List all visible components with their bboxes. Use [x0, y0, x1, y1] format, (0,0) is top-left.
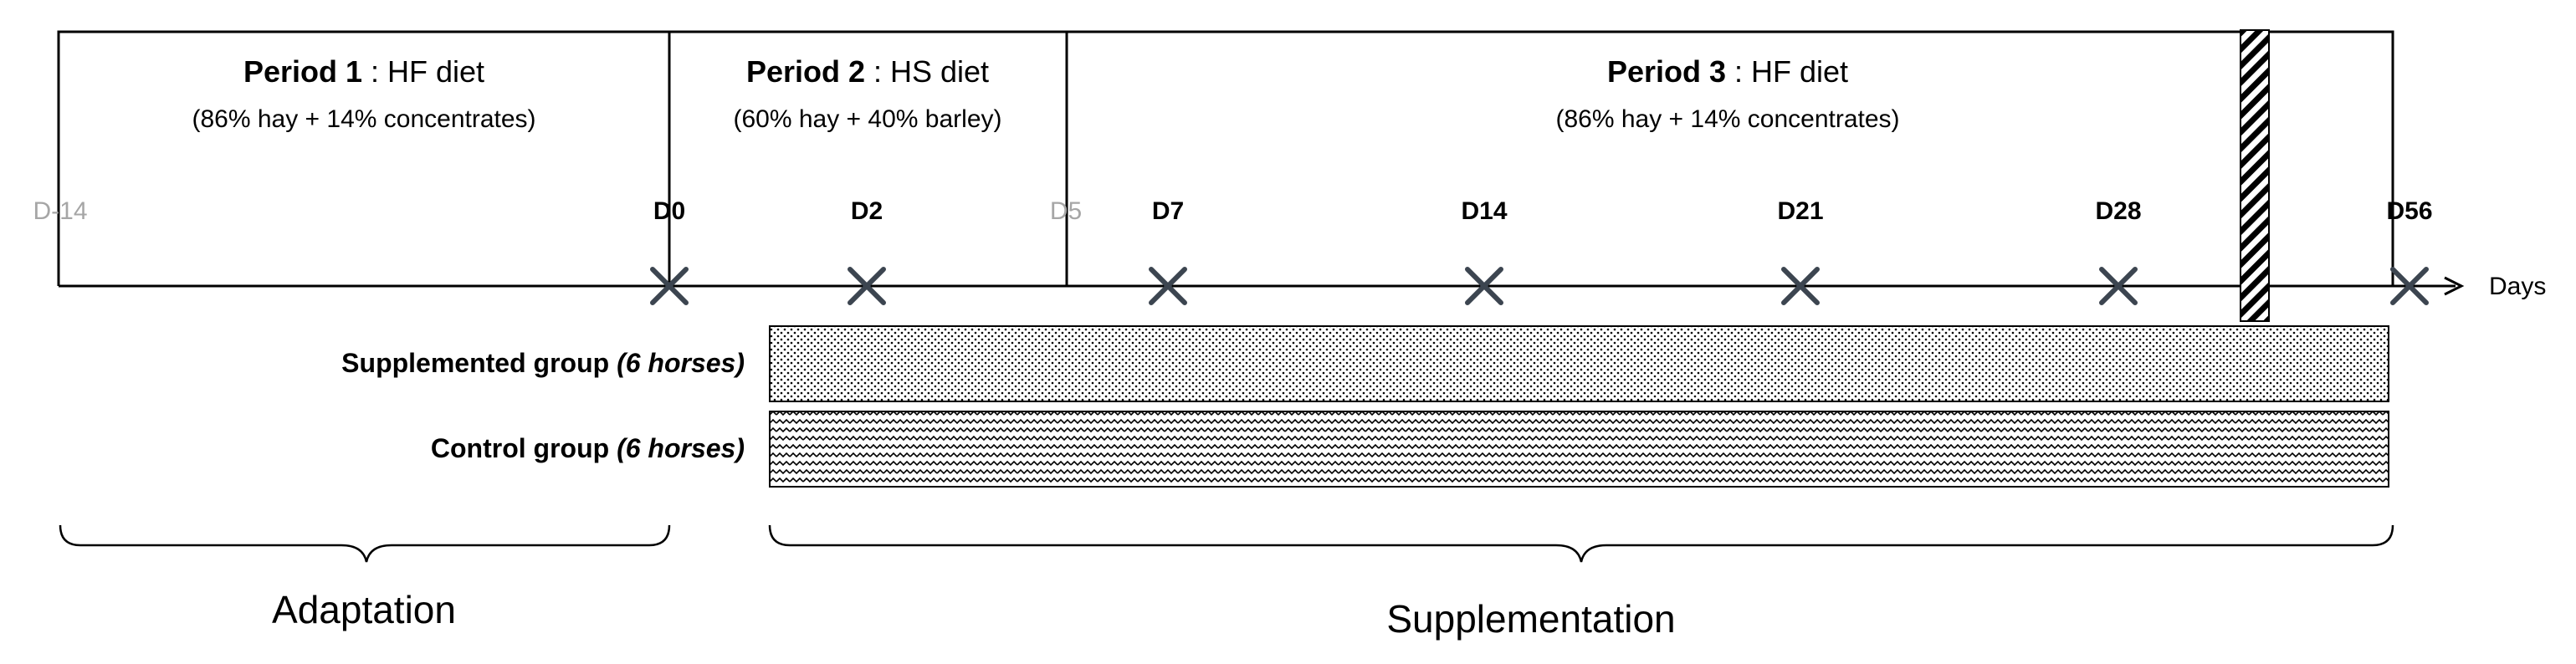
supplemented-group-label: Supplemented group (6 horses): [341, 348, 745, 378]
day-label-d21: D21: [1777, 197, 1823, 225]
sampling-marker-d21: [1781, 267, 1820, 305]
sampling-marker-d0: [650, 267, 689, 305]
period-2-composition: (60% hay + 40% barley): [733, 105, 1001, 133]
control-group-label: Control group (6 horses): [431, 433, 745, 463]
day-label-d-14: D-14: [33, 197, 87, 225]
timeline-axis-label: Days: [2489, 273, 2546, 300]
day-label-d56: D56: [2386, 197, 2432, 225]
supplementation-brace: [768, 524, 2394, 563]
sampling-marker-d7: [1149, 267, 1187, 305]
day-label-d28: D28: [2095, 197, 2141, 225]
day-label-d5: D5: [1050, 197, 1082, 225]
timeline-break-bar: [2240, 29, 2270, 322]
period-boxes: [57, 30, 2394, 286]
sampling-marker-d2: [848, 267, 886, 305]
period-2-title: Period 2 : HS diet: [746, 54, 989, 89]
control-group-bar: [769, 411, 2389, 488]
sampling-marker-d56: [2390, 267, 2429, 305]
day-label-d7: D7: [1152, 197, 1184, 225]
day-label-d2: D2: [851, 197, 883, 225]
adaptation-label: Adaptation: [272, 588, 456, 631]
period-3-title: Period 3 : HF diet: [1607, 54, 1848, 89]
adaptation-brace: [59, 524, 671, 563]
supplemented-group-bar: [769, 325, 2389, 402]
timeline-arrowhead: [2444, 276, 2465, 296]
period-box-outline: [57, 30, 2394, 286]
period-1-composition: (86% hay + 14% concentrates): [192, 105, 535, 133]
day-label-d14: D14: [1461, 197, 1507, 225]
day-labels: D-14 D0 D2 D5 D7 D14 D21 D28 D56: [33, 197, 2432, 225]
sampling-markers: [650, 267, 2429, 305]
sampling-marker-d14: [1465, 267, 1503, 305]
sampling-marker-d28: [2099, 267, 2138, 305]
supplementation-label: Supplementation: [1386, 597, 1675, 641]
day-label-d0: D0: [653, 197, 685, 225]
period-1-title: Period 1 : HF diet: [243, 54, 484, 89]
period-3-composition: (86% hay + 14% concentrates): [1555, 105, 1899, 133]
